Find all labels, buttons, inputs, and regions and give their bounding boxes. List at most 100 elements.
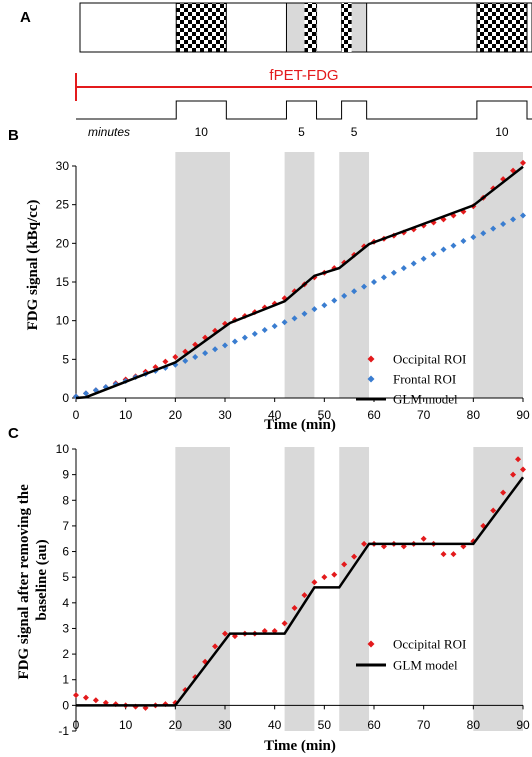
- frontal-roi-point: [82, 390, 89, 397]
- frontal-roi-point: [212, 346, 219, 353]
- stim-shade: [473, 447, 523, 731]
- x-tick-label: 70: [417, 408, 431, 422]
- legend-label: Frontal ROI: [393, 372, 456, 387]
- frontal-roi-point: [470, 234, 477, 241]
- frontal-roi-point: [341, 292, 348, 299]
- frontal-roi-point: [371, 279, 377, 285]
- occipital-roi-point: [520, 466, 526, 473]
- y-tick-label: 15: [56, 275, 70, 289]
- frontal-roi-point: [410, 260, 417, 267]
- legend-swatch: [367, 355, 375, 363]
- frontal-roi-point: [520, 212, 526, 219]
- x-tick-label: 80: [467, 408, 481, 422]
- y-axis-title: FDG signal after removing the baseline (…: [16, 480, 50, 679]
- occipital-roi-point: [92, 697, 99, 704]
- frontal-roi-point: [241, 334, 248, 341]
- frontal-roi-point: [231, 338, 238, 345]
- minutes-label: minutes: [88, 125, 130, 139]
- panel-b: B 0 5 10 15 20 25 30 0 10 20 30 40 50 60 70 80 90 Time (…: [8, 127, 530, 433]
- frontal-roi-point: [361, 283, 368, 290]
- y-tick-label: 10: [56, 314, 70, 328]
- stim-shade: [339, 447, 370, 731]
- legend-label: GLM model: [393, 392, 458, 407]
- x-axis-title: Time (min): [264, 738, 336, 754]
- y-tick-label: 1: [62, 673, 69, 687]
- occipital-roi-point: [420, 535, 427, 542]
- occipital-roi-point: [331, 571, 338, 578]
- x-tick-label: 90: [516, 408, 530, 422]
- legend-swatch: [367, 375, 375, 383]
- occipital-roi-point: [212, 643, 219, 650]
- occipital-roi-point: [450, 551, 457, 558]
- frontal-roi-point: [182, 357, 189, 364]
- x-tick-label: 70: [417, 718, 431, 732]
- y-tick-label: 4: [62, 596, 69, 610]
- glm-model-line: [75, 165, 524, 400]
- duration-label: 5: [351, 125, 358, 139]
- checkerboard-strip: [341, 3, 352, 52]
- glm-model-line: [76, 476, 525, 707]
- occipital-roi-point: [515, 456, 522, 463]
- frontal-roi-point: [450, 242, 457, 249]
- x-tick-label: 10: [119, 408, 133, 422]
- legend: Occipital ROI GLM model: [356, 637, 466, 673]
- legend: Occipital ROI Frontal ROI GLM model: [356, 352, 466, 407]
- x-tick-label: 60: [367, 408, 381, 422]
- frontal-roi-point: [261, 326, 268, 333]
- y-tick-label: 9: [62, 468, 69, 482]
- stimulation-shading: [175, 447, 523, 731]
- x-tick-label: 20: [169, 718, 183, 732]
- tick-labels: -1 0 1 2 3 4 5 6 7 8 9 10 0 10 20 30 40 50 60 70 80 90: [56, 442, 530, 738]
- frontal-roi-point: [331, 297, 338, 304]
- x-tick-label: 50: [318, 718, 332, 732]
- x-tick-label: 40: [268, 408, 282, 422]
- stim-shade: [473, 152, 523, 398]
- occipital-roi-point: [510, 471, 517, 478]
- frontal-roi-point: [390, 269, 397, 276]
- x-tick-label: 10: [119, 718, 133, 732]
- frontal-roi-point: [271, 323, 278, 330]
- panel-c-letter: C: [8, 425, 19, 442]
- frontal-roi-point: [460, 238, 467, 245]
- checkerboard-block: [175, 2, 227, 53]
- occipital-roi-point: [222, 630, 228, 637]
- frontal-roi-point: [281, 319, 288, 326]
- occipital-roi-point: [311, 579, 318, 586]
- x-tick-label: 40: [268, 718, 282, 732]
- frontal-roi-point: [440, 246, 447, 253]
- stim-shade: [175, 447, 230, 731]
- frontal-roi-point: [321, 302, 328, 309]
- stim-shade: [284, 447, 315, 731]
- frontal-roi-point: [400, 265, 407, 272]
- duration-label: 10: [495, 125, 509, 139]
- duration-label: 10: [195, 125, 209, 139]
- y-tick-label: 10: [56, 442, 70, 456]
- plot-area: [73, 159, 526, 400]
- checkerboard-block: [476, 2, 528, 53]
- stim-shade: [339, 152, 370, 398]
- x-tick-label: 80: [467, 718, 481, 732]
- occipital-roi-point: [341, 561, 348, 568]
- plot-area: [73, 456, 526, 711]
- frontal-roi-point: [222, 342, 228, 349]
- x-tick-label: 0: [73, 408, 80, 422]
- occipital-roi-point: [361, 540, 368, 547]
- frontal-roi-point: [301, 310, 308, 317]
- x-tick-label: 20: [169, 408, 183, 422]
- duration-labels: 10 5 5 10: [195, 125, 509, 139]
- occipital-roi-point: [440, 551, 447, 558]
- tick-labels: 0 5 10 15 20 25 30 0 10 20 30 40 50 60 70 80 90: [56, 159, 530, 422]
- occipital-roi-point: [281, 620, 288, 627]
- duration-label: 5: [298, 125, 305, 139]
- y-tick-label: 5: [62, 352, 69, 366]
- frontal-roi-point: [500, 221, 507, 227]
- x-axis-title: Time (min): [264, 417, 336, 433]
- x-tick-label: 60: [367, 718, 381, 732]
- frontal-roi-point: [480, 230, 487, 237]
- y-tick-label: 30: [56, 159, 70, 173]
- legend-label: Occipital ROI: [393, 637, 466, 652]
- x-tick-label: 90: [516, 718, 530, 732]
- occipital-roi-point: [520, 159, 526, 166]
- y-tick-label: 0: [62, 391, 69, 405]
